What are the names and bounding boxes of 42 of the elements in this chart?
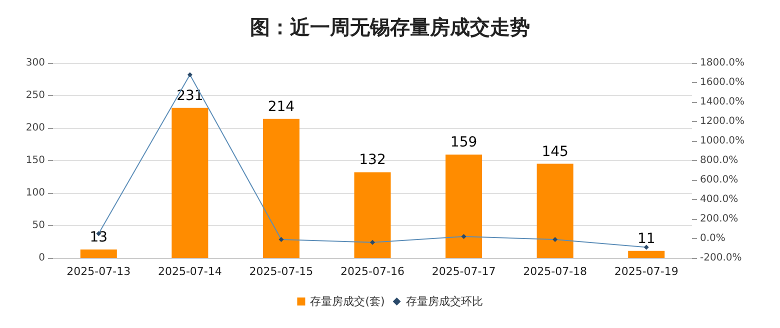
x-tick-label: 2025-07-13 (66, 265, 131, 278)
y2-tick-label: 1800.0% (700, 58, 744, 68)
chart-title: 图：近一周无锡存量房成交走势 (250, 15, 530, 39)
bar (536, 164, 574, 258)
y-tick-label: 300 (26, 58, 45, 68)
bar (628, 250, 665, 258)
x-tick-label: 2025-07-14 (158, 265, 222, 278)
y2-tick-label: 1000.0% (700, 136, 744, 146)
y2-tick-label: 400.0% (700, 194, 738, 205)
data-label: 145 (542, 144, 568, 160)
data-label: 159 (450, 134, 478, 151)
y-tick-label: 200 (26, 122, 45, 134)
y2-tick-label: 800.0% (700, 155, 738, 166)
y2-tick-label: 0.0% (700, 233, 726, 244)
x-tick-label: 2025-07-19 (614, 265, 678, 278)
data-label: 214 (268, 98, 295, 115)
data-label: 13 (90, 230, 108, 246)
y2-tick-label: 1400.0% (700, 96, 744, 108)
y-tick-label: 0 (38, 252, 45, 264)
legend-label: 存量房成交环比 (406, 295, 483, 308)
data-label: 231 (176, 88, 204, 104)
legend-label: 存量房成交(套) (310, 295, 385, 308)
y-tick-label: 50 (32, 220, 45, 231)
y2-tick-label: 1200.0% (700, 116, 744, 127)
y2-tick-label: -200.0% (700, 252, 742, 264)
y2-tick-label: 200.0% (700, 214, 738, 224)
y-tick-label: 150 (26, 155, 45, 166)
x-tick-label: 2025-07-17 (432, 265, 496, 278)
bar (80, 250, 117, 258)
data-label: 132 (359, 152, 386, 168)
bar (446, 154, 482, 258)
y-tick-label: 250 (26, 90, 45, 101)
bar (262, 118, 300, 258)
bar (172, 108, 208, 258)
y2-tick-label: 1600.0% (700, 77, 744, 88)
data-label: 11 (637, 230, 656, 247)
x-tick-label: 2025-07-16 (340, 265, 404, 278)
x-tick-label: 2025-07-18 (523, 265, 588, 278)
x-tick-label: 2025-07-15 (249, 265, 314, 278)
bar (354, 172, 391, 258)
y-tick-label: 100 (26, 188, 45, 198)
y2-tick-label: 600.0% (700, 174, 738, 186)
